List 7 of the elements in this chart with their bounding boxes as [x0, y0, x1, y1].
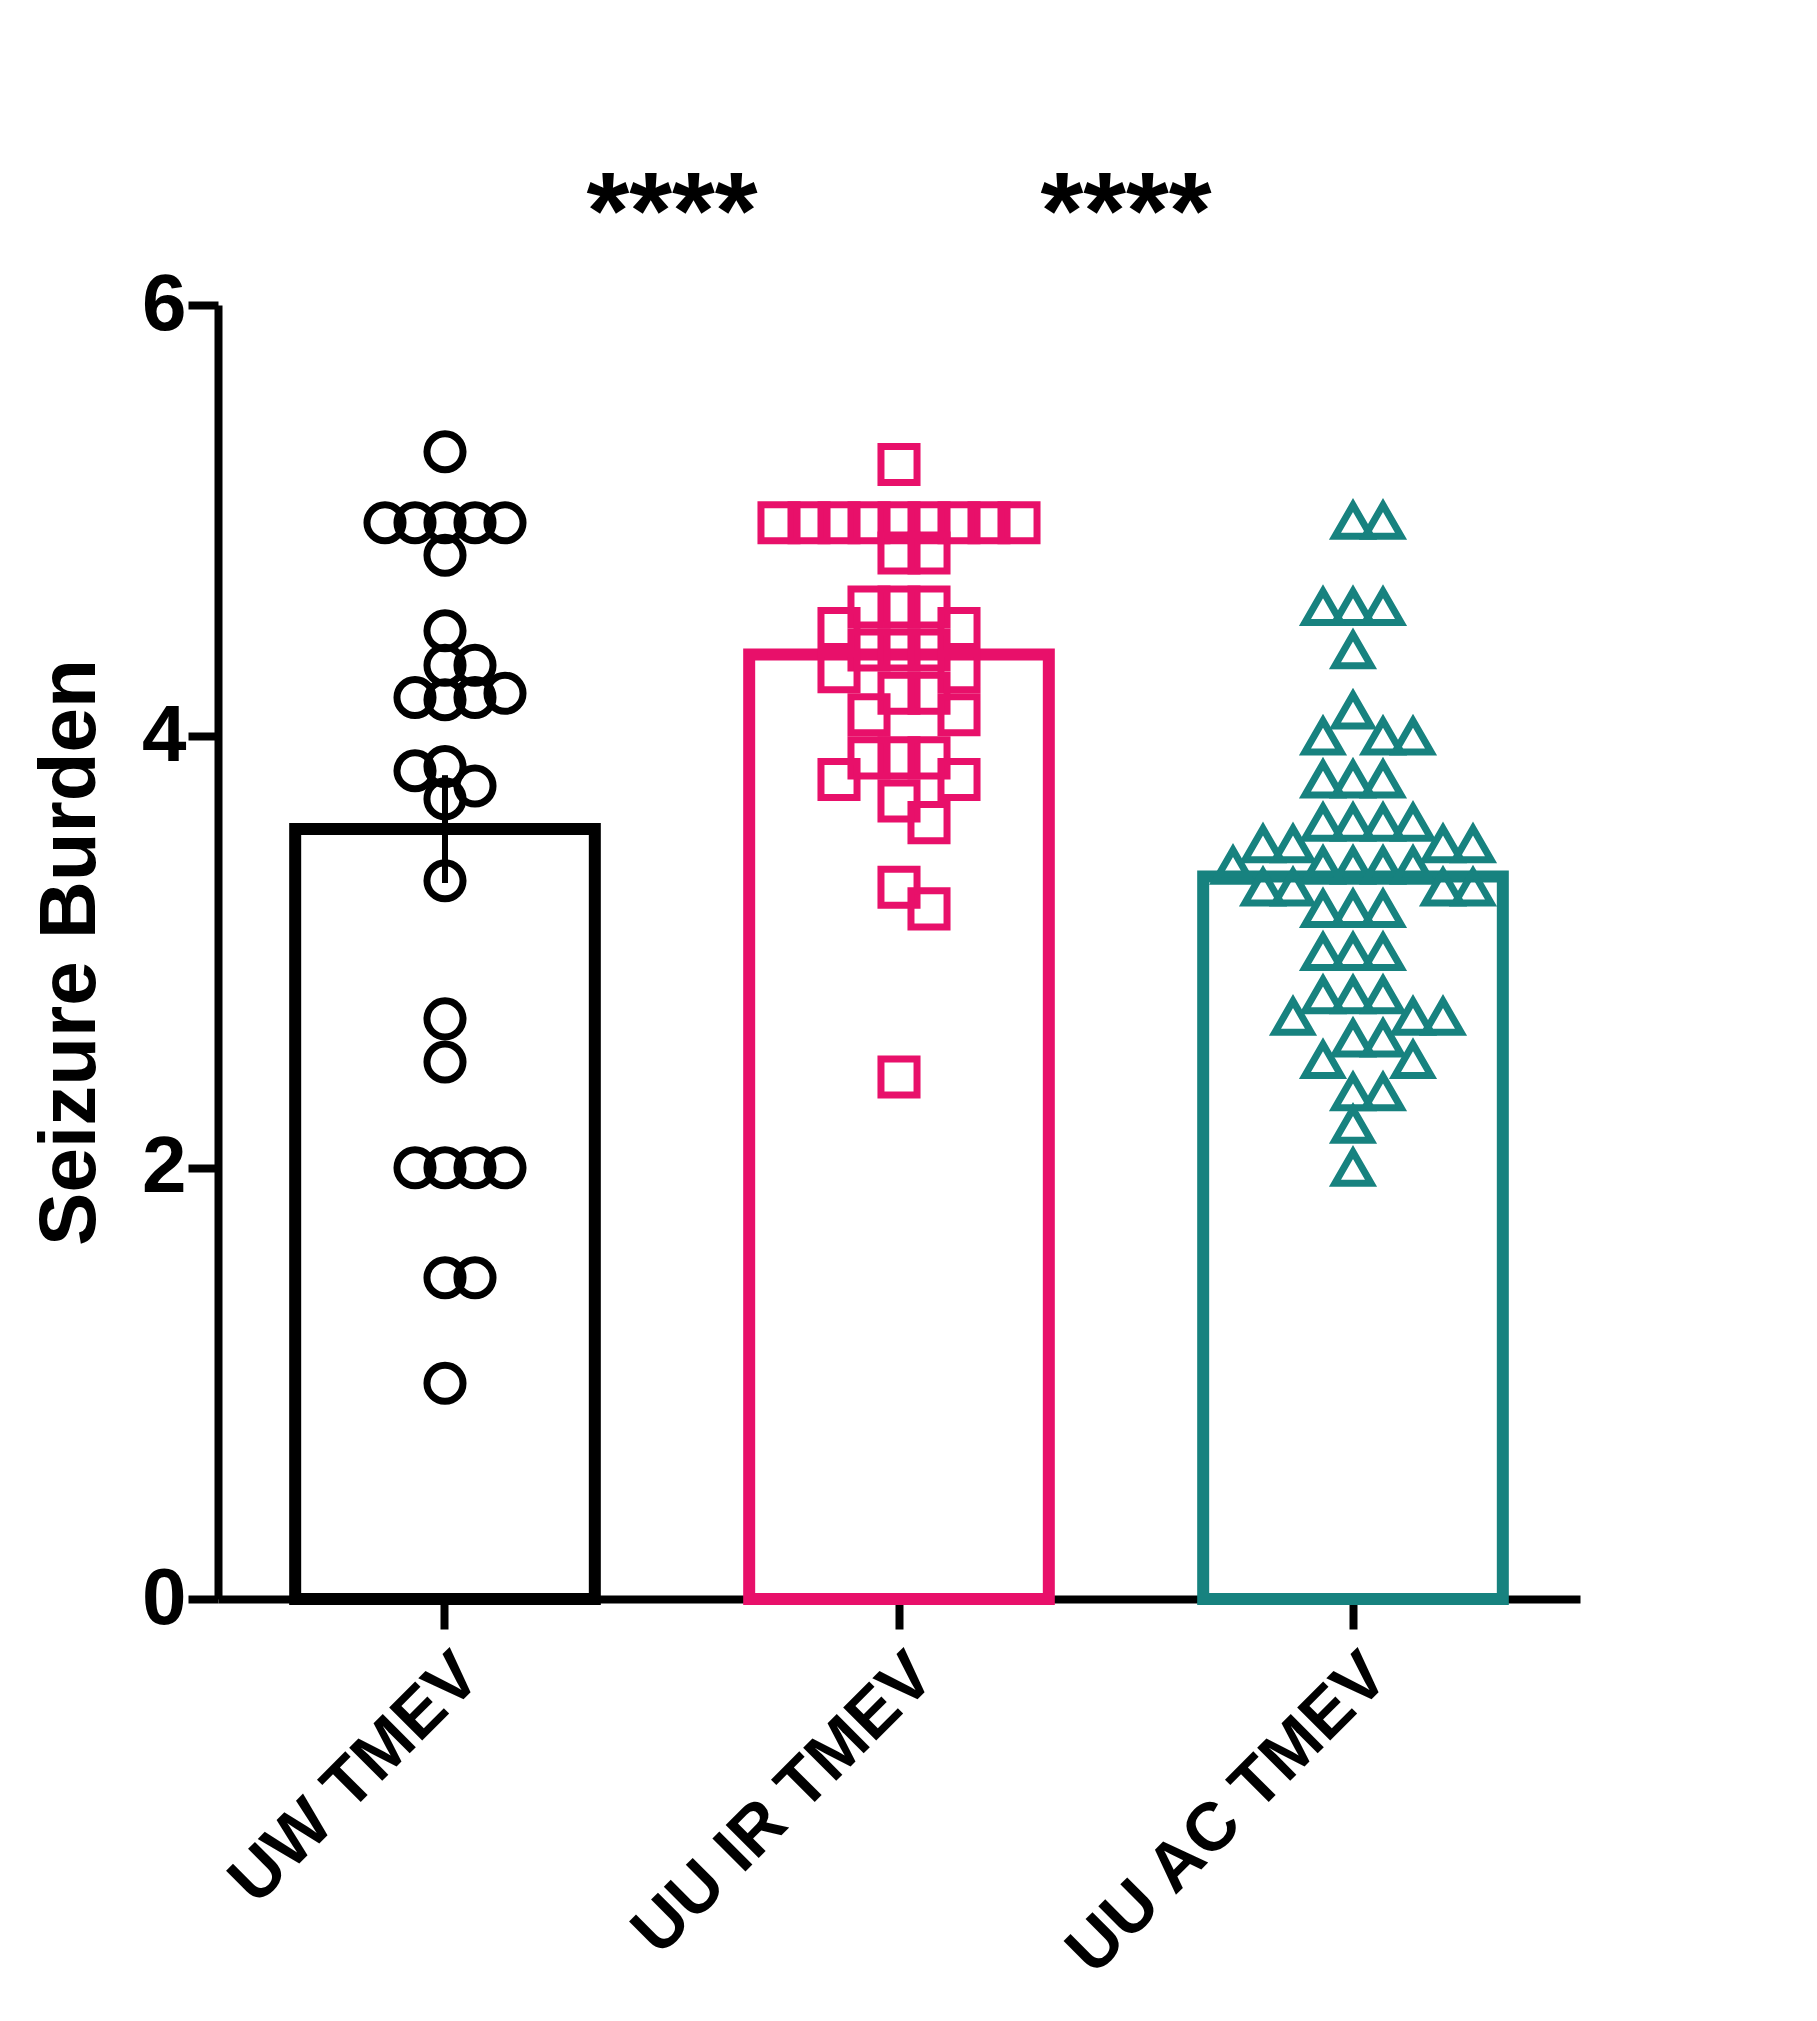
y-tick-label: 4 [142, 688, 187, 778]
y-tick-label: 6 [142, 257, 187, 347]
text: **** [586, 148, 758, 271]
text: **** [1040, 148, 1212, 271]
y-axis-title: Seizure Burden [23, 659, 113, 1246]
y-tick-label: 0 [142, 1551, 187, 1641]
y-tick-label: 2 [142, 1120, 187, 1210]
